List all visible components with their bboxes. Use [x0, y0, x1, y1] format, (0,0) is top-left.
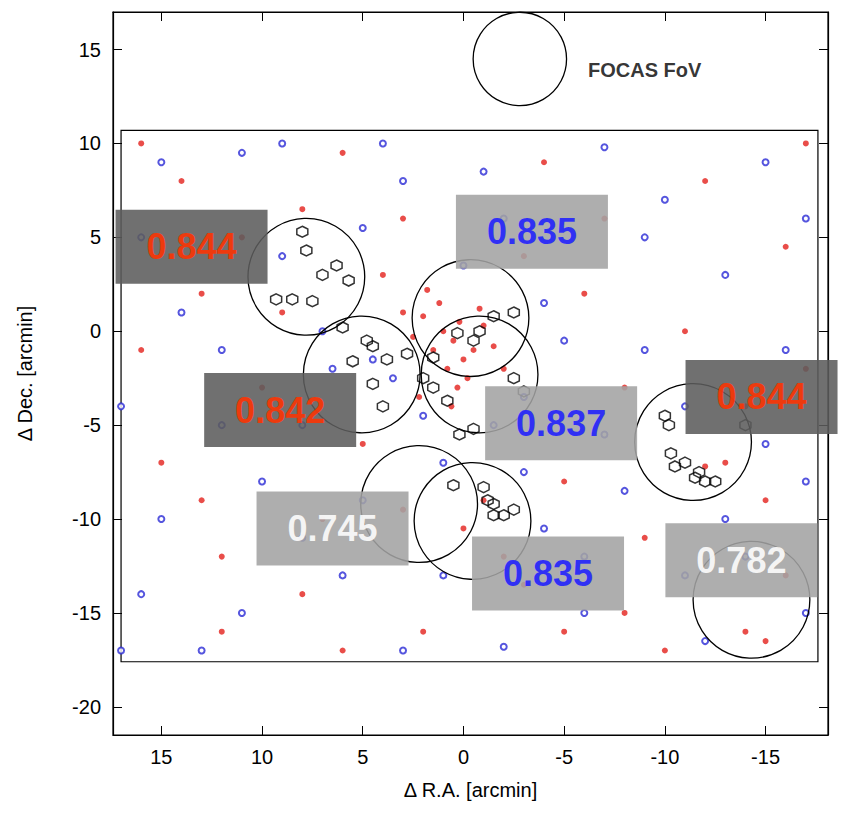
svg-text:10: 10: [79, 132, 101, 154]
svg-text:15: 15: [79, 39, 101, 61]
svg-text:-5: -5: [555, 746, 573, 768]
svg-text:0: 0: [90, 320, 101, 342]
svg-text:10: 10: [251, 746, 273, 768]
svg-text:-20: -20: [72, 696, 101, 718]
svg-text:0.782: 0.782: [696, 540, 786, 581]
svg-text:0.844: 0.844: [147, 226, 237, 267]
svg-text:0.835: 0.835: [503, 553, 593, 594]
svg-text:0.844: 0.844: [716, 376, 806, 417]
svg-text:Δ R.A. [arcmin]: Δ R.A. [arcmin]: [404, 779, 537, 801]
svg-text:0.837: 0.837: [516, 403, 606, 444]
svg-text:-5: -5: [83, 414, 101, 436]
svg-text:5: 5: [357, 746, 368, 768]
svg-text:-10: -10: [650, 746, 679, 768]
svg-text:0.835: 0.835: [487, 211, 577, 252]
svg-text:15: 15: [150, 746, 172, 768]
svg-text:0.745: 0.745: [287, 508, 377, 549]
svg-text:0: 0: [458, 746, 469, 768]
svg-text:-15: -15: [751, 746, 780, 768]
svg-text:Δ Dec. [arcmin]: Δ Dec. [arcmin]: [14, 306, 36, 442]
svg-text:5: 5: [90, 226, 101, 248]
svg-text:0.842: 0.842: [235, 390, 325, 431]
svg-text:FOCAS FoV: FOCAS FoV: [588, 59, 702, 81]
svg-text:-10: -10: [72, 508, 101, 530]
svg-text:-15: -15: [72, 602, 101, 624]
